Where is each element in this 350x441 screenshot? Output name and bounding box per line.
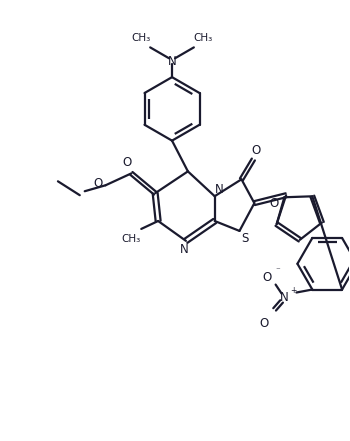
Text: +: + xyxy=(290,286,297,295)
Text: O: O xyxy=(93,177,102,190)
Text: S: S xyxy=(242,232,249,245)
Text: O: O xyxy=(259,317,268,330)
Text: O: O xyxy=(252,144,261,157)
Text: O: O xyxy=(270,197,279,210)
Text: N: N xyxy=(215,183,224,196)
Text: N: N xyxy=(280,291,289,304)
Text: O: O xyxy=(262,271,271,284)
Text: CH₃: CH₃ xyxy=(132,34,151,44)
Text: ⁻: ⁻ xyxy=(275,266,280,275)
Text: N: N xyxy=(180,243,188,256)
Text: O: O xyxy=(123,156,132,169)
Text: CH₃: CH₃ xyxy=(193,34,212,44)
Text: N: N xyxy=(168,55,176,68)
Text: CH₃: CH₃ xyxy=(122,234,141,244)
